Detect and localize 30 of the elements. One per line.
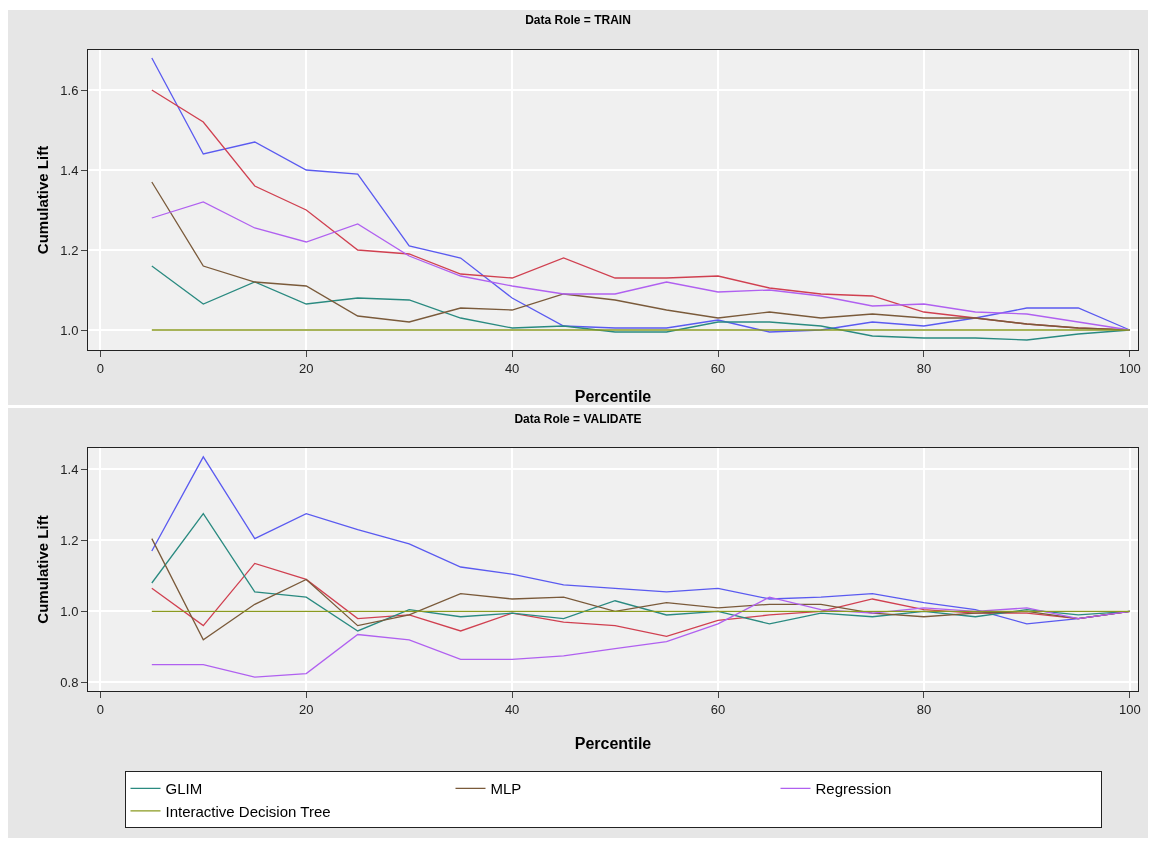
x-tick-label: 20 [299,360,314,376]
legend-label: Interactive Decision Tree [165,802,331,820]
x-tick-label: 0 [96,701,104,717]
x-tick-label: 20 [299,701,314,717]
legend-label: MLP [490,780,522,798]
legend-label: GLIM [165,780,203,798]
x-tick-label: 40 [504,701,520,717]
y-tick-label: 1.2 [60,532,79,548]
legend-label: Regression [815,780,892,798]
x-axis-title: Percentile [574,735,652,752]
y-tick-label: 0.8 [60,675,79,691]
x-tick-label: 100 [1118,701,1141,717]
x-tick-label: 80 [916,701,932,717]
x-tick-label: 40 [504,360,520,376]
x-axis-title: Percentile [574,388,652,405]
y-axis-title: Cumulative Lift [34,145,51,255]
y-tick-label: 1.0 [60,322,79,338]
x-tick-label: 80 [916,360,932,376]
chart-title: Data Role = VALIDATE [514,411,642,426]
x-tick-label: 0 [96,360,104,376]
y-tick-label: 1.4 [60,162,79,178]
y-tick-label: 1.0 [60,603,79,619]
y-axis-title: Cumulative Lift [34,515,51,624]
x-tick-label: 60 [710,360,726,376]
y-tick-label: 1.4 [60,461,79,477]
y-tick-label: 1.6 [60,82,79,98]
x-tick-label: 100 [1118,360,1141,376]
y-tick-label: 1.2 [60,242,79,258]
x-tick-label: 60 [710,701,726,717]
chart-title: Data Role = TRAIN [525,13,631,28]
